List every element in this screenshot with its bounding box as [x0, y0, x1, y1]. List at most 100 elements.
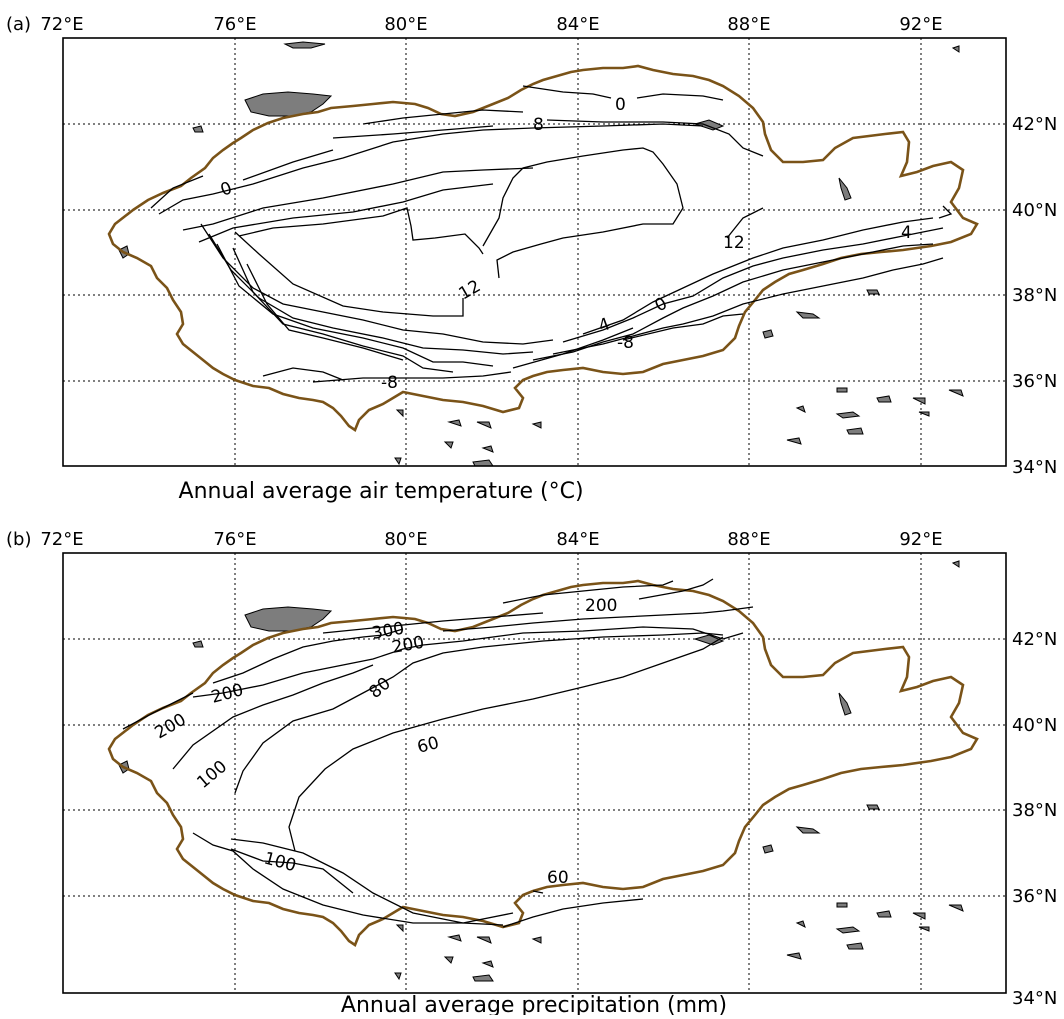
- panel-b-lon-labels: 72°E 76°E 80°E 84°E 88°E 92°E: [40, 529, 942, 550]
- lon-label: 84°E: [556, 14, 599, 35]
- contour-label: 100: [262, 849, 299, 877]
- lon-label: 80°E: [384, 529, 427, 550]
- lake: [835, 926, 861, 934]
- panel-b-contour-labels: 200 300 200 80 200 200 100 60 100 60: [152, 596, 618, 888]
- panel-a-label: (a): [6, 14, 31, 35]
- lat-label: 34°N: [1012, 457, 1057, 478]
- lat-label: 40°N: [1012, 715, 1057, 736]
- lake: [531, 421, 542, 429]
- lake: [481, 445, 494, 453]
- panel-a-lakes: [118, 41, 964, 467]
- lake: [476, 936, 492, 944]
- contour-label: 200: [585, 596, 617, 616]
- lake: [795, 405, 806, 413]
- lake: [531, 936, 542, 944]
- panel-b-lakes: [118, 560, 964, 982]
- lake: [244, 606, 333, 632]
- panel-a: (a) 72°E 76°E 80°E 84°E 88°E 92°E 42°N 4…: [6, 14, 1057, 504]
- lake: [472, 974, 494, 982]
- contour-label: 200: [209, 680, 246, 708]
- panel-a-frame: [62, 37, 1007, 467]
- contour-label: 0: [615, 95, 626, 115]
- lake: [838, 177, 852, 201]
- contour-label: 4: [596, 314, 613, 336]
- panel-b-lat-labels: 42°N 40°N 38°N 36°N 34°N: [1012, 629, 1057, 1009]
- lat-label: 42°N: [1012, 629, 1057, 650]
- lake: [866, 289, 880, 295]
- contour-label: 60: [415, 733, 441, 758]
- lake: [876, 910, 892, 918]
- lake: [693, 119, 725, 131]
- contour-label: 12: [456, 276, 485, 304]
- lake: [918, 411, 930, 417]
- lake: [394, 972, 402, 981]
- panel-b-map: 200 300 200 80 200 200 100 60 100 60: [62, 552, 1007, 994]
- contour-label: 4: [901, 223, 912, 243]
- lake: [836, 387, 848, 393]
- lake: [786, 437, 802, 445]
- lake: [244, 91, 333, 117]
- lon-label: 92°E: [899, 14, 942, 35]
- lake: [447, 934, 462, 942]
- panel-a-lat-labels: 42°N 40°N 38°N 36°N 34°N: [1012, 114, 1057, 478]
- lake: [912, 912, 926, 920]
- lon-label: 80°E: [384, 14, 427, 35]
- lake: [795, 826, 821, 834]
- lon-label: 88°E: [727, 529, 770, 550]
- lon-label: 76°E: [213, 529, 256, 550]
- lake: [795, 920, 806, 928]
- lake: [192, 125, 204, 133]
- lake: [443, 441, 454, 449]
- contour-label: 0: [652, 294, 671, 317]
- lat-label: 36°N: [1012, 371, 1057, 392]
- lat-label: 38°N: [1012, 285, 1057, 306]
- lake: [836, 902, 848, 908]
- lon-label: 92°E: [899, 529, 942, 550]
- panel-b-grid: [63, 553, 1006, 993]
- lake: [838, 692, 852, 716]
- lat-label: 36°N: [1012, 886, 1057, 907]
- lake: [951, 45, 960, 53]
- lat-label: 34°N: [1012, 988, 1057, 1009]
- panel-a-title: Annual average air temperature (°C): [179, 479, 584, 504]
- contour-label: -8: [381, 373, 398, 393]
- lat-label: 38°N: [1012, 800, 1057, 821]
- lake: [762, 844, 774, 854]
- lake: [443, 956, 454, 964]
- contour-label: 60: [547, 868, 569, 888]
- contour-label: 8: [533, 115, 544, 135]
- contour-label: 100: [193, 757, 231, 793]
- lon-label: 72°E: [40, 14, 83, 35]
- panel-b-frame: [62, 552, 1007, 994]
- lake: [395, 409, 404, 418]
- contour-label: 12: [723, 233, 745, 253]
- lake: [948, 904, 964, 912]
- contour-label: 200: [390, 633, 425, 658]
- lon-label: 84°E: [556, 529, 599, 550]
- lake: [876, 395, 892, 403]
- lake: [846, 942, 864, 950]
- lake: [481, 960, 494, 968]
- panel-a-title-unit: (°C): [540, 479, 584, 504]
- lake: [795, 311, 821, 319]
- lat-label: 42°N: [1012, 114, 1057, 135]
- lake: [912, 397, 926, 405]
- contour-label: -8: [617, 333, 634, 353]
- lake: [283, 41, 326, 49]
- panel-b-contours: [122, 578, 754, 928]
- basin-outline: [107, 579, 979, 947]
- lake: [951, 560, 960, 568]
- panel-a-contour-labels: 0 8 0 12 12 4 4 0 -8 -8: [218, 95, 912, 393]
- lon-label: 88°E: [727, 14, 770, 35]
- lake: [192, 640, 204, 648]
- panel-b-label: (b): [6, 529, 31, 550]
- lat-label: 40°N: [1012, 200, 1057, 221]
- lake: [846, 427, 864, 435]
- lake: [693, 634, 725, 646]
- panel-a-grid: [63, 38, 1006, 466]
- panel-b: (b) 72°E 76°E 80°E 84°E 88°E 92°E 42°N 4…: [6, 529, 1057, 1018]
- lake: [866, 804, 880, 810]
- panel-a-lon-labels: 72°E 76°E 80°E 84°E 88°E 92°E: [40, 14, 942, 35]
- lake: [447, 419, 462, 427]
